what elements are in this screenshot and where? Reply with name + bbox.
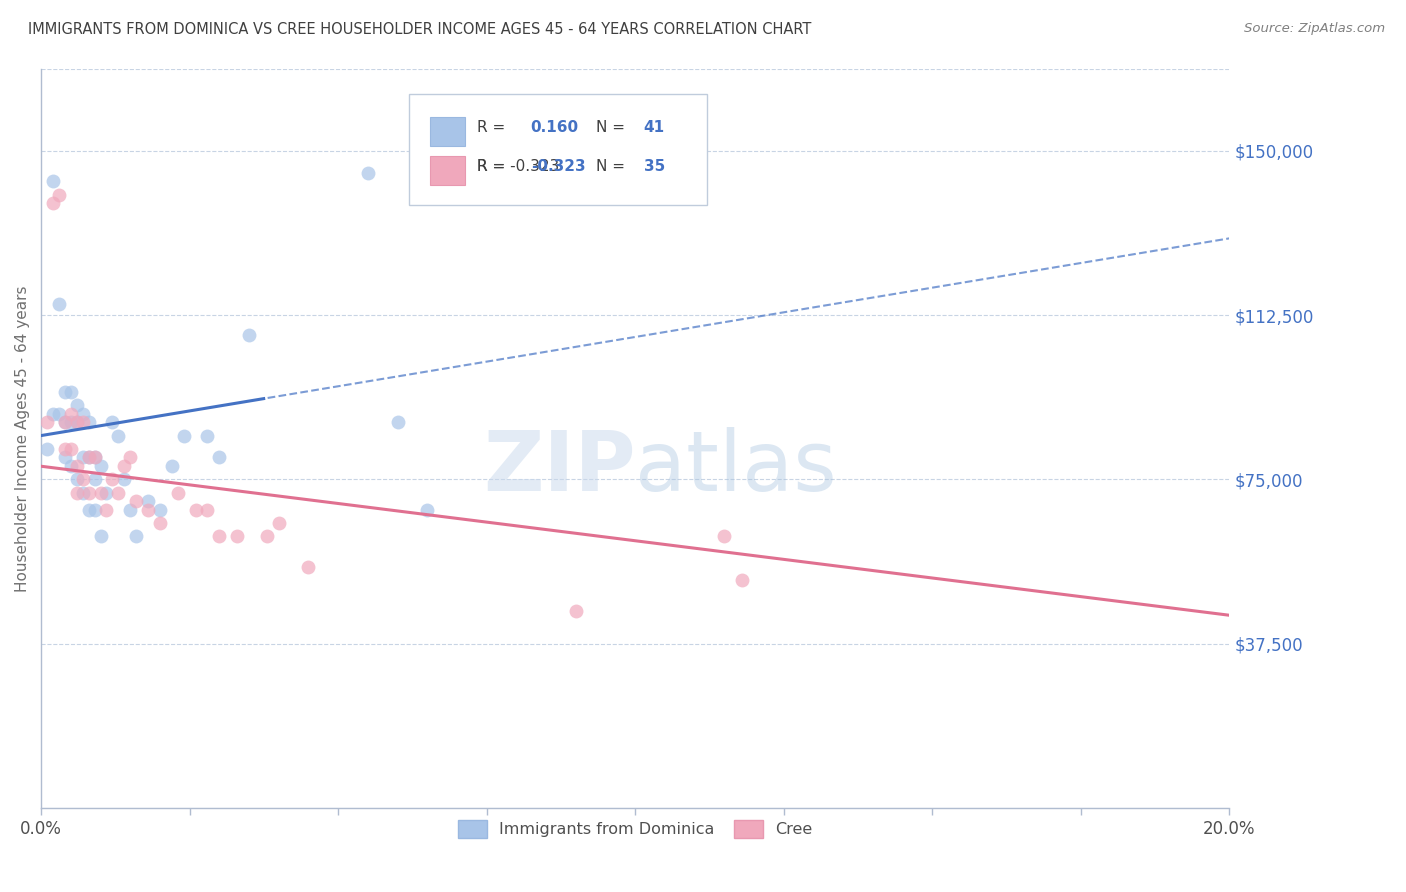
FancyBboxPatch shape xyxy=(409,95,707,205)
Point xyxy=(208,450,231,465)
Point xyxy=(197,428,219,442)
Point xyxy=(96,485,118,500)
Point xyxy=(66,416,89,430)
Y-axis label: Householder Income Ages 45 - 64 years: Householder Income Ages 45 - 64 years xyxy=(15,285,30,591)
Point xyxy=(72,450,94,465)
Point xyxy=(136,494,159,508)
Text: 41: 41 xyxy=(644,120,665,136)
Point xyxy=(112,472,135,486)
Point xyxy=(59,459,82,474)
Point xyxy=(66,472,89,486)
Point xyxy=(66,416,89,430)
Point xyxy=(166,485,188,500)
Point xyxy=(53,384,76,399)
Point xyxy=(226,529,249,543)
Point xyxy=(208,529,231,543)
Point xyxy=(416,503,439,517)
Point xyxy=(35,442,58,456)
Point xyxy=(101,472,124,486)
Text: IMMIGRANTS FROM DOMINICA VS CREE HOUSEHOLDER INCOME AGES 45 - 64 YEARS CORRELATI: IMMIGRANTS FROM DOMINICA VS CREE HOUSEHO… xyxy=(28,22,811,37)
Point xyxy=(77,503,100,517)
Point xyxy=(125,494,148,508)
Text: R = -0.323: R = -0.323 xyxy=(477,160,560,174)
Point xyxy=(66,485,89,500)
Point xyxy=(565,604,588,618)
Point xyxy=(238,327,260,342)
Text: -0.323: -0.323 xyxy=(530,160,585,174)
Point xyxy=(72,407,94,421)
Point xyxy=(713,529,735,543)
Point xyxy=(53,416,76,430)
Point xyxy=(89,485,111,500)
Text: N =: N = xyxy=(596,120,626,136)
Point xyxy=(42,174,65,188)
Point xyxy=(48,187,70,202)
Point xyxy=(59,407,82,421)
Point xyxy=(59,442,82,456)
Point xyxy=(149,503,172,517)
Point xyxy=(53,416,76,430)
Text: R =: R = xyxy=(477,120,506,136)
Point xyxy=(83,503,105,517)
Legend: Immigrants from Dominica, Cree: Immigrants from Dominica, Cree xyxy=(451,814,820,845)
Point xyxy=(96,503,118,517)
Text: Source: ZipAtlas.com: Source: ZipAtlas.com xyxy=(1244,22,1385,36)
Point xyxy=(83,450,105,465)
Point xyxy=(83,472,105,486)
Point xyxy=(72,472,94,486)
Point xyxy=(160,459,183,474)
Point xyxy=(387,416,409,430)
Point xyxy=(107,485,129,500)
Point xyxy=(89,459,111,474)
Point xyxy=(112,459,135,474)
Point xyxy=(35,416,58,430)
Point xyxy=(256,529,278,543)
Text: ZIP: ZIP xyxy=(482,427,636,508)
Bar xyxy=(430,117,465,146)
Point xyxy=(72,485,94,500)
Point xyxy=(53,450,76,465)
Point xyxy=(101,416,124,430)
Point xyxy=(42,196,65,211)
Point xyxy=(48,297,70,311)
Point xyxy=(297,560,319,574)
Point xyxy=(136,503,159,517)
Point xyxy=(173,428,195,442)
Text: N =: N = xyxy=(596,160,626,174)
Point xyxy=(125,529,148,543)
Point xyxy=(731,573,754,587)
Point xyxy=(59,416,82,430)
Point xyxy=(149,516,172,531)
Point xyxy=(267,516,290,531)
Text: 35: 35 xyxy=(644,160,665,174)
Point xyxy=(59,384,82,399)
Bar xyxy=(430,156,465,186)
Point xyxy=(120,503,142,517)
Point xyxy=(197,503,219,517)
Point xyxy=(89,529,111,543)
Point xyxy=(77,450,100,465)
Point xyxy=(53,442,76,456)
Text: 0.160: 0.160 xyxy=(530,120,579,136)
Point xyxy=(42,407,65,421)
Point xyxy=(184,503,207,517)
Point xyxy=(48,407,70,421)
Point xyxy=(77,416,100,430)
Point xyxy=(107,428,129,442)
Point xyxy=(66,398,89,412)
Text: R =: R = xyxy=(477,160,506,174)
Point xyxy=(77,485,100,500)
Text: atlas: atlas xyxy=(636,427,837,508)
Point xyxy=(120,450,142,465)
Point xyxy=(83,450,105,465)
Point xyxy=(72,416,94,430)
Point xyxy=(77,450,100,465)
Point xyxy=(66,459,89,474)
Point xyxy=(357,166,380,180)
